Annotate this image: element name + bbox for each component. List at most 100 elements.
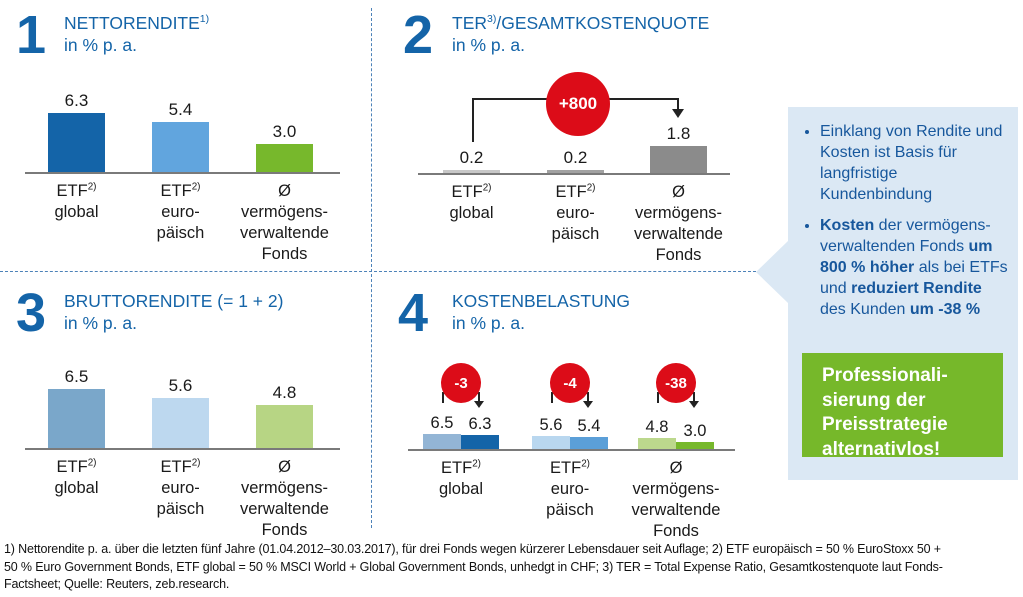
category-sup: 2) [586,182,596,194]
category-sup: 2) [191,457,201,469]
cta-box: Professionali- sierung der Preisstrategi… [802,353,1003,460]
category-line: verwaltende [611,500,741,521]
q4-subtitle: in % p. a. [452,313,525,333]
q2-category-label-1: ETF2) global [407,182,537,224]
q4-pair2-value-label-1: 5.6 [539,416,563,435]
q4-title-text: KOSTENBELASTUNG [452,291,630,311]
quadrant-divider-vertical [371,8,372,528]
q1-title-text: NETTORENDITE [64,13,200,33]
category-line: päisch [505,500,635,521]
category-sup: 2) [191,181,201,193]
category-text: euro- [556,204,595,222]
category-line: euro- [511,203,641,224]
cta-line: sierung der [822,389,926,411]
category-line: vermögens- [220,478,350,499]
category-text: Ø [278,458,291,476]
q3-number: 3 [16,283,47,343]
q3-category-label-2: ETF2) euro-päisch [116,457,246,520]
bullet-text-run: der vermögens-verwaltenden Fonds [820,217,991,255]
category-text: päisch [156,500,205,518]
q3-category-label-1: ETF2) global [12,457,142,499]
category-sup: 2) [581,458,590,470]
q2-bracket-left [471,98,474,142]
category-text: päisch [546,501,594,519]
category-line: vermögens- [220,202,350,223]
insight-bullet: Kosten der vermögens-verwaltenden Fonds … [820,215,1008,320]
q3-value-label-3: 4.8 [272,383,297,402]
q1-bar-2 [152,122,209,172]
insight-panel: Einklang von Rendite und Kosten ist Basi… [756,107,1018,480]
bullet-text-run: Kosten [820,217,875,234]
category-text: ETF [160,458,192,476]
bullet-text-run: um 800 % höher [820,238,993,276]
q4-number: 4 [398,283,429,343]
category-line: ETF2) [12,181,142,202]
q2-title: TER3)/GESAMTKOSTENQUOTE [452,12,709,34]
quadrant-divider-horizontal [0,271,756,272]
insight-bullet-list: Einklang von Rendite und Kosten ist Basi… [788,107,1018,320]
q4-pair3-bar-1 [638,438,676,449]
panel-pointer-triangle [756,241,788,303]
bullet-text-run: um -38 % [909,301,981,318]
category-line: vermögens- [611,479,741,500]
category-line: euro- [116,478,246,499]
category-text: global [54,203,99,221]
category-line: Ø [220,181,350,202]
category-line: ETF2) [511,182,641,203]
q4-pair3-bar-2 [676,442,714,449]
footnote: 1) Nettorendite p. a. über die letzten f… [4,541,1021,594]
q2-annotation-circle: +800 [546,72,610,136]
category-text: Fonds [261,521,308,539]
q1-axis-line [25,172,340,174]
cta-line: Professionali- [822,365,948,386]
q4-title-block: KOSTENBELASTUNG in % p. a. [452,290,630,334]
category-text: global [449,204,494,222]
category-line: global [12,478,142,499]
q2-bar-2 [547,170,604,173]
q4-pair1-bar-2 [461,434,499,449]
q3-value-label-1: 6.5 [64,367,89,386]
category-sup: 2) [87,457,97,469]
q4-pair3-annotation-circle: -38 [656,363,696,403]
q2-value-label-1: 0.2 [459,148,484,167]
category-text: euro- [161,203,200,221]
q3-title: BRUTTORENDITE (= 1 + 2) [64,290,283,312]
category-line: verwaltende [220,223,350,244]
q2-title-block: TER3)/GESAMTKOSTENQUOTE in % p. a. [452,12,709,56]
q3-bar-2 [152,398,209,448]
category-text: ETF [56,458,88,476]
q2-value-label-3: 1.8 [666,124,691,143]
bullet-text-run: des Kunden [820,301,910,318]
category-text: ETF [550,459,582,477]
footnote-line: Factsheet; Quelle: Reuters, zeb.research… [4,577,230,591]
category-line: ETF2) [407,182,537,203]
q4-title: KOSTENBELASTUNG [452,290,630,312]
category-line: päisch [116,223,246,244]
q2-title-after: /GESAMTKOSTENQUOTE [496,13,710,33]
q3-title-text: BRUTTORENDITE (= 1 + 2) [64,291,284,311]
category-text: euro- [550,480,590,498]
q3-value-label-2: 5.6 [168,376,193,395]
q3-title-block: BRUTTORENDITE (= 1 + 2) in % p. a. [64,290,283,334]
category-line: ETF2) [505,458,635,479]
category-line: ETF2) [12,457,142,478]
q4-pair2-bar-1 [532,436,570,449]
q1-category-label-2: ETF2) euro-päisch [116,181,246,244]
cta-line: Preisstrategie [822,414,948,435]
category-text: global [438,480,484,498]
q4-pair2-bracket-right [587,392,589,401]
category-text: vermögens- [240,479,329,497]
q3-subtitle: in % p. a. [64,313,137,333]
q2-number: 2 [403,5,434,65]
q4-pair2-bracket-left [551,392,553,403]
q1-category-label-1: ETF2) global [12,181,142,223]
cta-line: alternativlos! [822,438,941,460]
q2-title-sup: 3) [487,13,497,26]
q4-pair2-arrowhead-icon [583,401,593,408]
q4-pair3-bracket-right [693,392,695,401]
q3-bar-1 [48,389,105,448]
